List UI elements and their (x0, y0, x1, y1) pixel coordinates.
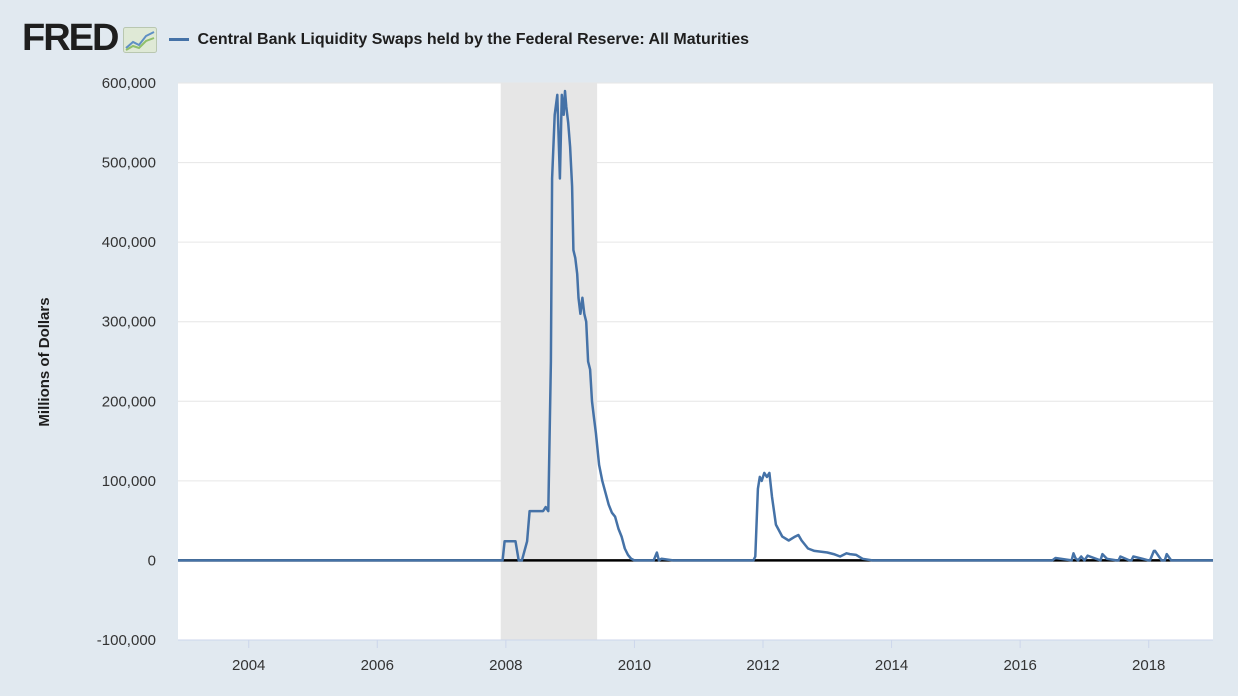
y-axis-label: Millions of Dollars (36, 297, 53, 426)
legend-swatch (169, 38, 190, 41)
y-tick-label: 0 (148, 552, 156, 569)
x-tick-label: 2006 (361, 657, 394, 674)
x-tick-label: 2014 (875, 657, 908, 674)
series-line (178, 89, 1213, 562)
y-tick-label: 200,000 (102, 393, 156, 410)
y-tick-label: 400,000 (102, 234, 156, 251)
y-tick-label: 300,000 (102, 314, 156, 331)
x-tick-label: 2010 (618, 657, 651, 674)
series-title: Central Bank Liquidity Swaps held by the… (197, 30, 749, 48)
recession-shade (500, 83, 598, 640)
chart-header: FRED Central Bank Liquidity Swaps held b… (22, 18, 749, 58)
y-tick-label: 500,000 (102, 155, 156, 172)
plot-area (178, 83, 1213, 640)
y-tick-label: 100,000 (102, 473, 156, 490)
y-tick-label: 600,000 (102, 75, 156, 92)
x-tick-label: 2016 (1003, 657, 1036, 674)
fred-logo[interactable]: FRED (22, 17, 119, 59)
y-tick-label: -100,000 (97, 632, 156, 649)
x-tick-label: 2004 (232, 657, 265, 674)
chart-trend-icon (123, 27, 158, 53)
x-tick-label: 2018 (1132, 657, 1165, 674)
x-tick-label: 2008 (489, 657, 522, 674)
x-tick-label: 2012 (746, 657, 779, 674)
